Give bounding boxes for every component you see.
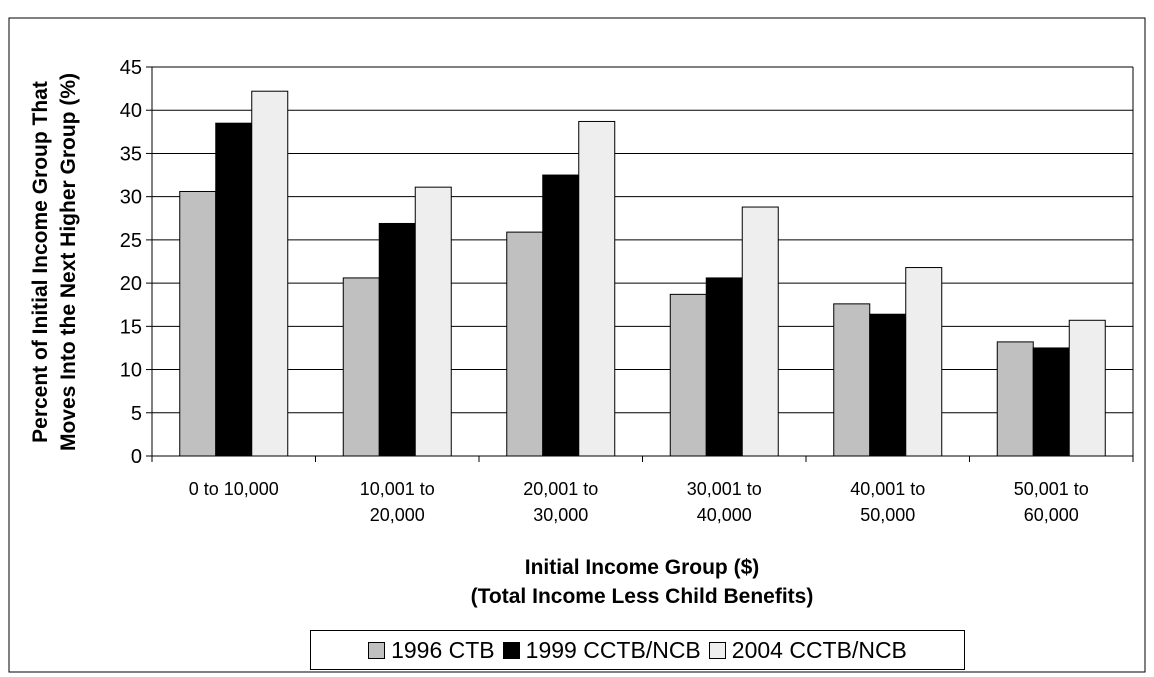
y-tick-label: 15 xyxy=(120,316,142,338)
bar xyxy=(378,222,416,457)
legend-label: 1999 CCTB/NCB xyxy=(525,636,701,663)
bar xyxy=(905,267,943,457)
bar xyxy=(705,277,743,457)
bar xyxy=(251,90,289,457)
bar xyxy=(833,303,871,457)
y-tick-label: 25 xyxy=(120,230,142,252)
y-tick-label: 30 xyxy=(120,187,142,209)
legend-item: 2004 CCTB/NCB xyxy=(708,636,907,664)
bar xyxy=(1032,347,1070,457)
bar xyxy=(996,341,1034,457)
legend-swatch xyxy=(502,641,520,659)
y-tick-label: 0 xyxy=(131,446,142,468)
y-tick-label: 45 xyxy=(120,57,142,79)
legend-label: 2004 CCTB/NCB xyxy=(731,636,907,663)
bar xyxy=(342,277,380,457)
legend-swatch xyxy=(368,641,386,659)
x-tick-label: 10,001 to 20,000 xyxy=(359,479,435,525)
legend-swatch xyxy=(708,641,726,659)
x-tick-label: 30,001 to 40,000 xyxy=(686,479,762,525)
y-tick-label: 10 xyxy=(120,360,142,382)
bar xyxy=(506,231,544,457)
x-tick-label: 0 to 10,000 xyxy=(188,479,279,499)
y-tick-label: 5 xyxy=(131,403,142,425)
bar xyxy=(741,206,779,457)
bar xyxy=(869,313,907,457)
y-tick-label: 40 xyxy=(120,100,142,122)
bar xyxy=(179,190,217,457)
bar xyxy=(578,120,616,457)
x-axis-label: Initial Income Group ($) xyxy=(525,556,760,579)
x-axis-label: (Total Income Less Child Benefits) xyxy=(471,585,814,608)
bar xyxy=(542,174,580,457)
legend-label: 1996 CTB xyxy=(391,636,495,663)
legend: 1996 CTB 1999 CCTB/NCB 2004 CCTB/NCB xyxy=(310,630,965,670)
x-tick-label: 20,001 to 30,000 xyxy=(523,479,599,525)
chart-frame xyxy=(8,17,1146,673)
x-tick-label: 40,001 to 50,000 xyxy=(850,479,926,525)
x-tick-label: 50,001 to 60,000 xyxy=(1013,479,1089,525)
y-tick-label: 35 xyxy=(120,143,142,165)
bar xyxy=(669,293,707,457)
legend-item: 1999 CCTB/NCB xyxy=(502,636,701,664)
y-axis-label: Moves Into the Next Higher Group (%) xyxy=(57,73,80,451)
y-axis-label: Percent of Initial Income Group That xyxy=(29,81,52,443)
bar xyxy=(215,122,253,457)
bar xyxy=(1068,319,1106,457)
legend-item: 1996 CTB xyxy=(368,637,495,664)
bar xyxy=(414,186,452,457)
y-tick-label: 20 xyxy=(120,273,142,295)
